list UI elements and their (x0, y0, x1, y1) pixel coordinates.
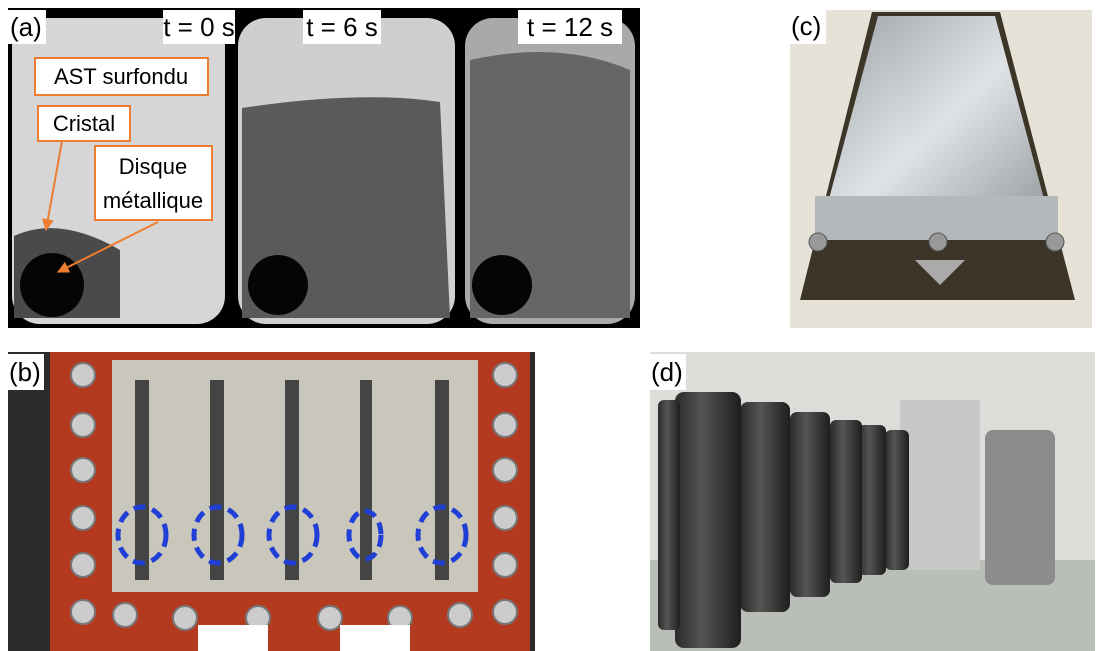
time-label: t = 0 s (163, 12, 235, 42)
time-label: t = 6 s (306, 12, 378, 42)
clamp (198, 625, 268, 651)
label-box (518, 10, 622, 44)
label-box (303, 10, 381, 44)
sensor-highlights (115, 504, 469, 566)
panel-a: (a) t = 0 s t = 6 s t = 12 s AST surfond… (8, 8, 640, 328)
label-box (790, 8, 826, 44)
annotation-box (94, 145, 213, 221)
metal-disc (248, 255, 308, 315)
annotation-box (37, 105, 131, 142)
clamp (340, 625, 410, 651)
bolt (1045, 232, 1065, 252)
panel-label: (a) (10, 12, 42, 42)
annotation: métallique (103, 188, 203, 213)
label-box (163, 10, 235, 44)
time-label: t = 12 s (527, 12, 613, 42)
label-box (650, 354, 686, 390)
annotation: AST surfondu (54, 64, 188, 89)
insulated-tanks (658, 392, 909, 648)
storage-tank (985, 430, 1055, 585)
panel-d: (d) (650, 352, 1095, 651)
panel-b: (b) (8, 352, 535, 651)
arrow (42, 140, 63, 232)
arrow (56, 221, 159, 273)
tubes (135, 380, 449, 580)
annotation: Cristal (53, 111, 115, 136)
bolt (928, 232, 948, 252)
metal-disc (472, 255, 532, 315)
bracket (915, 260, 965, 285)
metal-disc (20, 253, 84, 317)
heat-exchanger-plate (818, 16, 1055, 240)
label-box (8, 354, 44, 390)
panel-c: (c) (790, 8, 1092, 328)
panel-label: (b) (9, 357, 41, 387)
panel-label: (d) (651, 357, 683, 387)
panel-label: (c) (791, 11, 821, 41)
bolt (808, 232, 828, 252)
label-box (8, 10, 46, 44)
annotation: Disque (119, 154, 187, 179)
crystal-region (470, 52, 630, 318)
bolts (70, 362, 518, 631)
annotation-box (34, 57, 209, 96)
pipework (900, 400, 980, 570)
